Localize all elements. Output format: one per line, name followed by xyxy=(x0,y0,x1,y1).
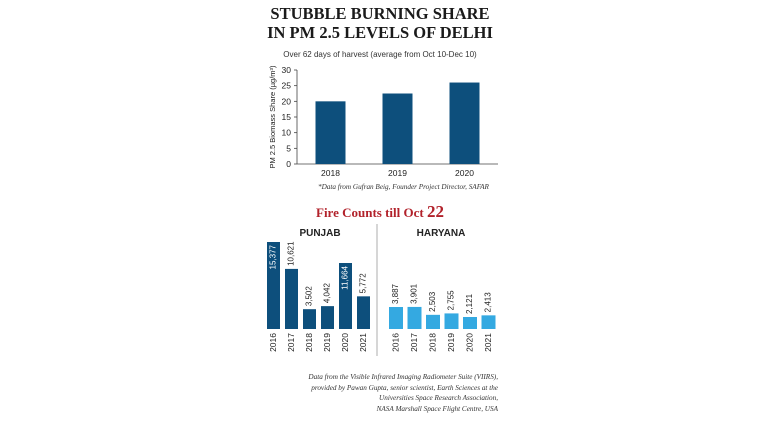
data-label: 4,042 xyxy=(323,283,332,304)
x-tick-label: 2017 xyxy=(286,333,296,352)
data-label: 11,664 xyxy=(341,265,350,289)
source-note: *Data from Gufran Beig, Founder Project … xyxy=(318,183,489,191)
fire-counts-title-number: 22 xyxy=(426,202,444,221)
credit-block: Data from the Visible Infrared Imaging R… xyxy=(262,372,498,414)
data-label: 10,621 xyxy=(287,241,296,266)
y-tick-label: 15 xyxy=(282,112,292,122)
fire-count-bar xyxy=(303,309,316,329)
y-tick-label: 20 xyxy=(282,96,292,106)
panel-title: PUNJAB xyxy=(299,228,340,239)
pm-bar xyxy=(382,93,413,164)
credit-line: Universities Space Research Association, xyxy=(379,394,498,402)
x-tick-label: 2021 xyxy=(483,333,493,352)
fire-count-bar xyxy=(389,307,403,329)
pm-bar xyxy=(315,101,346,164)
x-tick-label: 2018 xyxy=(427,333,437,352)
x-tick-label: 2018 xyxy=(304,333,314,352)
data-label: 2,503 xyxy=(428,291,437,312)
chart-title-line-2: IN PM 2.5 LEVELS OF DELHI xyxy=(267,23,493,42)
fire-count-bar xyxy=(321,306,334,329)
chart-subtitle: Over 62 days of harvest (average from Oc… xyxy=(283,50,477,59)
fire-count-bar xyxy=(444,313,459,329)
y-tick-label: 5 xyxy=(286,143,291,153)
y-axis-label: PM 2.5 Biomass Share (µg/m³) xyxy=(268,65,277,169)
credit-line: provided by Pawan Gupta, senior scientis… xyxy=(311,383,498,392)
data-label: 3,887 xyxy=(391,283,400,304)
data-label: 5,772 xyxy=(359,273,368,294)
fire-count-bar xyxy=(339,263,352,329)
data-label: 3,901 xyxy=(410,283,419,304)
credit-line: NASA Marshall Space Flight Centre, USA xyxy=(376,404,498,413)
x-tick-label: 2020 xyxy=(340,333,350,352)
panel-title: HARYANA xyxy=(417,228,466,239)
fire-counts-title: Fire Counts till Oct 22 xyxy=(262,202,498,222)
data-label: 2,755 xyxy=(447,290,456,311)
fire-count-bar xyxy=(426,314,440,329)
y-tick-label: 10 xyxy=(282,128,292,138)
x-tick-label: 2019 xyxy=(322,333,332,352)
data-label: 3,502 xyxy=(305,286,314,307)
x-tick-label: 2016 xyxy=(268,333,278,352)
data-label: 15,377 xyxy=(269,244,278,269)
pm-bar xyxy=(449,82,480,164)
x-tick-label: 2020 xyxy=(464,333,474,352)
fire-count-bar xyxy=(285,268,298,329)
x-tick-label: 2020 xyxy=(455,168,474,178)
fire-count-bar xyxy=(267,242,280,329)
x-tick-label: 2019 xyxy=(388,168,407,178)
chart-title-line-1: STUBBLE BURNING SHARE xyxy=(270,4,490,23)
x-tick-label: 2016 xyxy=(390,333,400,352)
data-label: 2,413 xyxy=(484,292,493,313)
x-tick-label: 2021 xyxy=(358,333,368,352)
credit-line: Data from the Visible Infrared Imaging R… xyxy=(308,373,498,381)
x-tick-label: 2017 xyxy=(409,333,419,352)
fire-count-bar xyxy=(357,296,370,329)
y-tick-label: 25 xyxy=(282,81,292,91)
pm25-bar-chart: 0 5 10 15 20 25 30 PM 2.5 Biomass Share (µg/m³)… xyxy=(268,65,498,178)
fire-count-bar xyxy=(481,315,496,329)
fire-count-bar xyxy=(407,306,422,329)
data-label: 2,121 xyxy=(465,293,474,314)
fire-count-bar xyxy=(463,316,477,329)
fire-counts-title-text: Fire Counts till Oct xyxy=(316,205,427,220)
y-tick-label: 0 xyxy=(286,159,291,169)
y-tick-label: 30 xyxy=(282,65,292,75)
x-tick-label: 2019 xyxy=(446,333,456,352)
x-tick-label: 2018 xyxy=(321,168,340,178)
